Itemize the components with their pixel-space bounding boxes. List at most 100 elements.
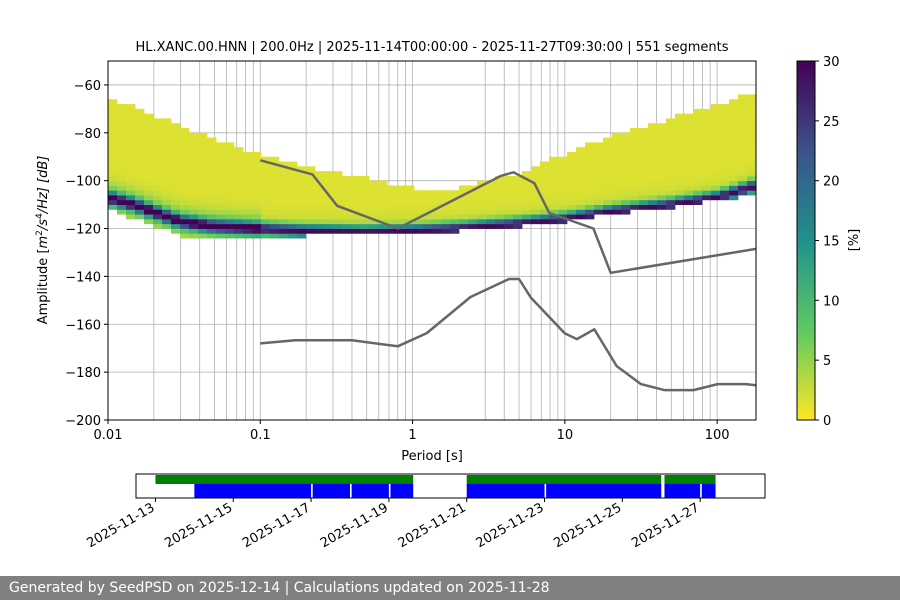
density-cell [153,142,163,148]
density-cell [153,190,163,196]
density-cell [729,118,739,124]
density-cell [513,199,523,205]
density-cell [279,166,289,172]
density-cell [126,199,136,205]
density-cell [297,185,307,191]
density-cell [342,214,352,220]
density-cell [648,161,658,167]
density-cell [540,214,550,220]
density-cell [738,142,748,148]
density-cell [333,171,343,177]
density-cell [585,190,595,196]
density-cell [585,147,595,153]
density-cell [144,113,154,119]
density-cell [486,218,496,225]
density-cell [387,209,397,215]
density-cell [432,218,442,225]
density-cell [738,132,748,138]
density-cell [693,190,703,196]
density-cell [747,147,756,153]
density-cell [126,104,136,110]
density-cell [513,195,523,201]
density-cell [396,209,406,215]
density-cell [171,223,181,229]
density-cell [639,137,649,143]
density-cell [612,147,622,153]
density-cell [342,175,352,182]
density-cell [405,204,415,210]
density-cell [477,204,487,210]
density-cell [423,223,433,229]
colorbar-tick-label: 20 [823,175,840,190]
density-cell [747,137,756,143]
density-cell [180,128,190,134]
density-cell [711,190,721,196]
density-cell [279,209,289,215]
density-cell [540,195,550,201]
density-cell [306,195,316,201]
density-cell [387,228,397,234]
density-cell [540,218,550,225]
density-cell [738,137,748,143]
density-cell [693,132,703,138]
density-cell [288,175,298,182]
density-cell [315,171,325,177]
density-cell [684,118,694,124]
density-cell [441,223,451,229]
density-cell [369,204,379,210]
density-cell [207,161,217,167]
density-cell [153,214,163,220]
density-cell [234,166,244,172]
density-cell [243,190,253,196]
density-cell [675,147,685,153]
density-cell [594,175,604,182]
density-cell [135,214,145,220]
density-cell [153,175,163,182]
density-cell [459,195,469,201]
density-cell [234,233,244,239]
density-cell [702,156,712,162]
density-cell [702,171,712,177]
density-cell [297,218,307,225]
density-cell [702,175,712,182]
density-cell [639,142,649,148]
density-cell [360,175,370,182]
density-cell [315,199,325,205]
density-cell [342,190,352,196]
colorbar-tick-label: 10 [823,294,840,309]
density-cell [270,223,280,229]
density-cell [747,123,756,129]
density-cell [180,132,190,138]
density-cell [216,161,226,167]
density-cell [684,190,694,196]
density-cell [396,199,406,205]
density-cell [738,180,748,186]
data-used-segment [546,484,662,498]
data-used-segment [664,484,701,498]
density-cell [180,195,190,201]
density-cell [675,137,685,143]
density-cell [648,132,658,138]
density-cell [630,137,640,143]
density-cell [621,156,631,162]
density-cell [216,185,226,191]
density-cell [252,185,262,191]
density-cell [126,147,136,153]
density-cell [684,195,694,201]
density-cell [117,104,127,110]
density-cell [558,171,568,177]
density-cell [405,195,415,201]
density-cell [315,209,325,215]
density-cell [747,166,756,172]
density-cell [225,223,235,229]
density-cell [423,190,433,196]
density-cell [369,209,379,215]
density-cell [567,161,577,167]
density-cell [126,195,136,201]
density-cell [684,166,694,172]
density-cell [594,151,604,158]
density-cell [180,218,190,225]
density-cell [144,175,154,182]
density-cell [387,214,397,220]
density-cell [666,151,676,158]
